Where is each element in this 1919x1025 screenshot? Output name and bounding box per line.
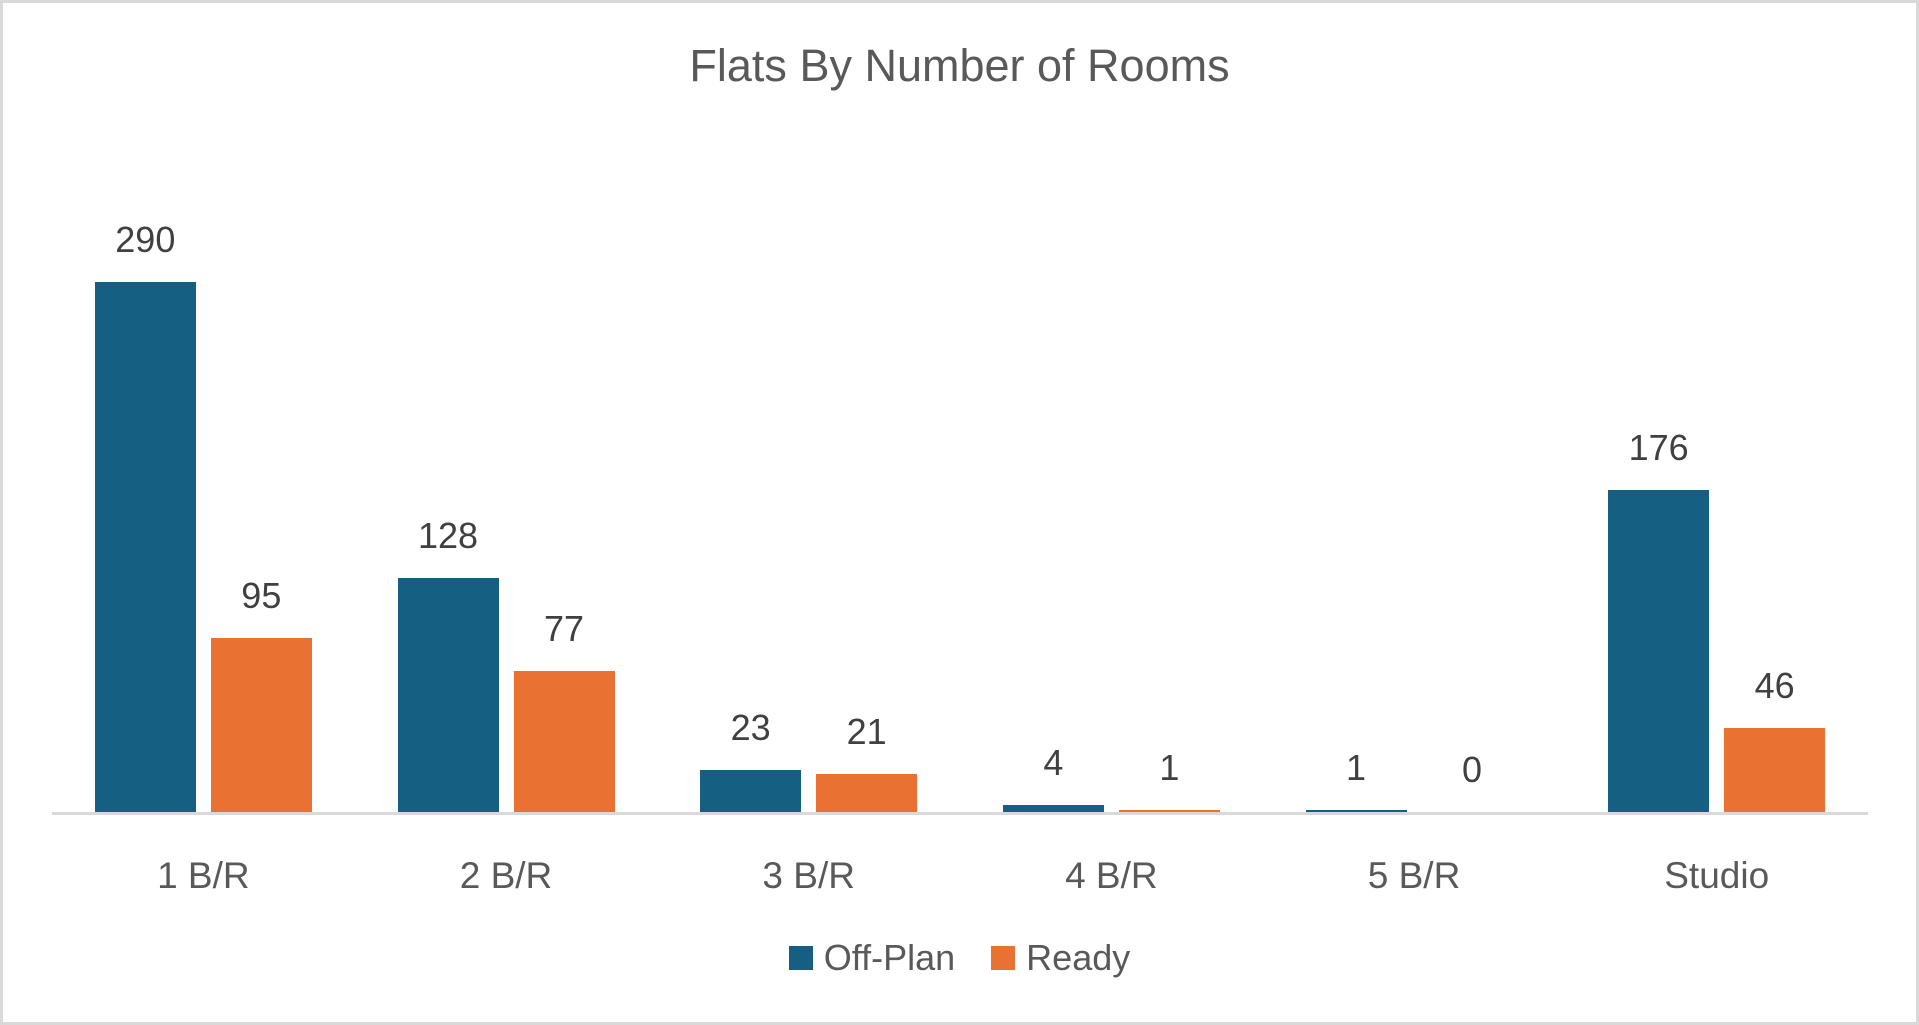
- bar-off-plan: [1608, 490, 1710, 812]
- bar-column-ready: 46: [1724, 664, 1826, 812]
- bar-ready: [1118, 810, 1220, 812]
- legend-item: Ready: [991, 936, 1130, 979]
- value-label: 1: [1346, 746, 1367, 788]
- category-label: 1 B/R: [157, 855, 250, 896]
- legend-swatch: [991, 945, 1016, 970]
- bar-group: 23 21: [657, 3, 960, 812]
- bar-off-plan: [94, 282, 196, 812]
- bar-column-off-plan: 128: [397, 514, 499, 812]
- plot-area: 290 95 128 77 23 21 4 1 1 0 176 46: [52, 3, 1868, 812]
- category-label: 4 B/R: [1065, 855, 1158, 896]
- value-label: 77: [543, 607, 585, 649]
- value-label: 4: [1043, 741, 1064, 783]
- bar-column-ready: 95: [210, 574, 312, 812]
- bar-column-ready: 77: [513, 607, 615, 812]
- bar-column-off-plan: 176: [1608, 426, 1710, 812]
- category-label: 3 B/R: [762, 855, 855, 896]
- x-axis-line: [52, 812, 1868, 815]
- legend: Off-Plan Ready: [3, 936, 1916, 979]
- legend-swatch: [788, 945, 813, 970]
- bar-group: 176 46: [1565, 3, 1868, 812]
- bar-off-plan: [1305, 810, 1407, 812]
- bar-group: 290 95: [52, 3, 355, 812]
- bar-off-plan: [1002, 805, 1104, 812]
- value-label: 95: [241, 574, 282, 616]
- value-label: 23: [730, 706, 771, 748]
- category-label: 5 B/R: [1367, 855, 1461, 896]
- bar-ready: [816, 774, 918, 812]
- bar-column-ready: 1: [1118, 746, 1220, 812]
- bar-column-off-plan: 1: [1305, 746, 1407, 812]
- value-label: 128: [417, 514, 479, 556]
- value-label: 1: [1159, 746, 1180, 788]
- legend-label: Ready: [1026, 937, 1131, 978]
- value-label: 21: [846, 710, 887, 752]
- value-label: 46: [1754, 664, 1795, 706]
- category-label: 2 B/R: [459, 855, 553, 896]
- bar-off-plan: [700, 770, 802, 812]
- bar-column-ready: 0: [1422, 748, 1523, 812]
- value-label: 290: [115, 218, 176, 260]
- legend-label: Off-Plan: [823, 937, 956, 978]
- bar-column-ready: 21: [816, 710, 918, 812]
- x-axis-labels: 1 B/R 2 B/R 3 B/R 4 B/R 5 B/R Studio: [52, 854, 1868, 898]
- legend-item: Off-Plan: [788, 936, 956, 979]
- bar-off-plan: [397, 578, 499, 812]
- category-label: Studio: [1664, 855, 1770, 896]
- bar-ready: [513, 671, 615, 812]
- bar-column-off-plan: 23: [700, 706, 802, 812]
- bar-column-off-plan: 290: [94, 218, 196, 812]
- value-label: 0: [1462, 748, 1483, 790]
- bar-column-off-plan: 4: [1002, 741, 1104, 812]
- bar-group: 128 77: [355, 3, 658, 812]
- bar-ready: [1724, 728, 1826, 812]
- value-label: 176: [1628, 426, 1689, 468]
- chart-title: Flats By Number of Rooms: [689, 40, 1230, 91]
- bar-ready: [210, 638, 312, 812]
